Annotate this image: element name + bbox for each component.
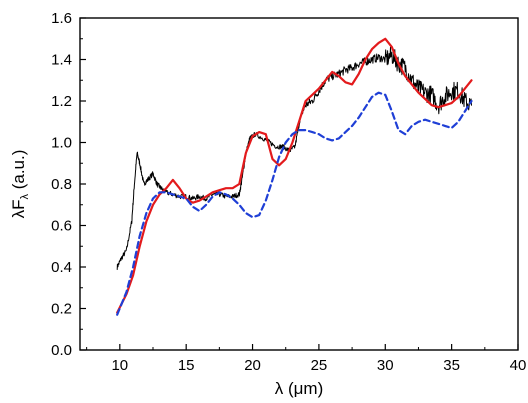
y-tick-label: 1.2	[51, 93, 72, 110]
ticks-layer: 10 15 20 25 30 35 40 0.0 0.2 0.4 0.6 0.8 1.0 1.2 1.4 1.…	[51, 10, 526, 374]
x-tick-label: 10	[111, 357, 128, 374]
y-axis-title: λFλ (a.u.)	[9, 150, 31, 219]
y-tick-label: 0.6	[51, 218, 72, 235]
y-axis-title-main: λF	[9, 200, 28, 219]
series-line-1	[116, 46, 472, 270]
x-tick-label: 20	[244, 357, 261, 374]
y-tick-label: 1.4	[51, 52, 72, 69]
series-line-2	[116, 37, 473, 314]
x-tick-label: 25	[311, 357, 328, 374]
y-tick-label: 0.4	[51, 259, 72, 276]
plot-area: 10 15 20 25 30 35 40 0.0 0.2 0.4 0.6 0.8 1.0 1.2 1.4 1.…	[51, 10, 526, 374]
y-tick-label: 1.6	[51, 10, 72, 27]
x-tick-label: 30	[377, 357, 394, 374]
x-tick-label: 15	[178, 357, 195, 374]
series-layer	[116, 37, 473, 316]
x-tick-label: 40	[510, 357, 527, 374]
y-axis-title-subscript: λ	[19, 194, 31, 200]
x-tick-label: 35	[443, 357, 460, 374]
y-tick-label: 0.0	[51, 342, 72, 359]
x-axis-title: λ (μm)	[275, 379, 324, 398]
series-line-3	[116, 91, 473, 316]
y-tick-label: 0.8	[51, 176, 72, 193]
y-tick-label: 1.0	[51, 135, 72, 152]
y-axis-title-unit: (a.u.)	[9, 150, 28, 194]
y-tick-label: 0.2	[51, 301, 72, 318]
